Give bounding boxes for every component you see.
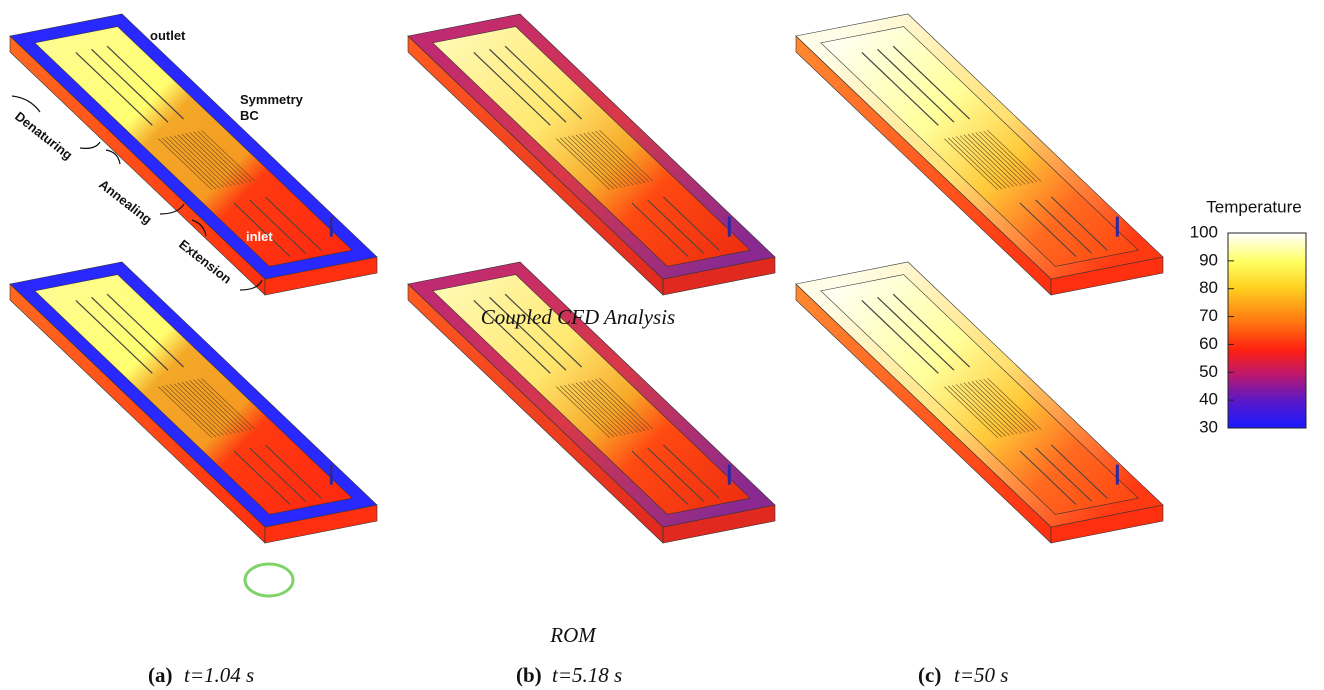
annotation: Annealing: [96, 177, 155, 228]
highlight: [245, 564, 293, 596]
colorbar: [1228, 233, 1306, 428]
panel-label: (a): [148, 663, 173, 687]
colorbar-tick-label: 40: [1199, 390, 1218, 409]
row-label: Coupled CFD Analysis: [481, 305, 675, 329]
colorbar-ticks: 100 90 80 70 60 50 40 30: [1190, 222, 1234, 436]
colorbar-tick-label: 70: [1199, 306, 1218, 325]
colorbar-tick-label: 90: [1199, 250, 1218, 269]
row-label: ROM: [549, 623, 597, 647]
tray: [408, 14, 775, 295]
renderings: [10, 14, 1163, 543]
panel-time: t=1.04 s: [184, 663, 254, 687]
figure: outlet Symmetry BC Denaturing Annealing …: [0, 0, 1324, 690]
colorbar-tick-label: 50: [1199, 362, 1218, 381]
annotation: inlet: [246, 229, 273, 244]
panel-label: (b): [516, 663, 542, 687]
tray: [796, 262, 1163, 543]
tray: [10, 262, 377, 543]
panel-label: (c): [918, 663, 941, 687]
annotation: Symmetry: [240, 92, 304, 107]
colorbar-tick-label: 30: [1199, 417, 1218, 436]
annotation: outlet: [150, 28, 186, 43]
annotation: Denaturing: [12, 109, 75, 163]
colorbar-title: Temperature: [1206, 197, 1301, 216]
colorbar-tick-label: 60: [1199, 334, 1218, 353]
chamber: [821, 275, 1138, 515]
annotation: BC: [240, 108, 259, 123]
chamber: [35, 27, 352, 267]
panel-time: t=5.18 s: [552, 663, 622, 687]
caption: (a) t=1.04 s (b) t=5.18 s (c) t=50 s: [148, 663, 1008, 687]
tray: [796, 14, 1163, 295]
panel-time: t=50 s: [954, 663, 1008, 687]
chamber: [433, 27, 750, 267]
chamber: [821, 27, 1138, 267]
colorbar-tick-label: 100: [1190, 222, 1218, 241]
colorbar-tick-label: 80: [1199, 278, 1218, 297]
chamber: [35, 275, 352, 515]
